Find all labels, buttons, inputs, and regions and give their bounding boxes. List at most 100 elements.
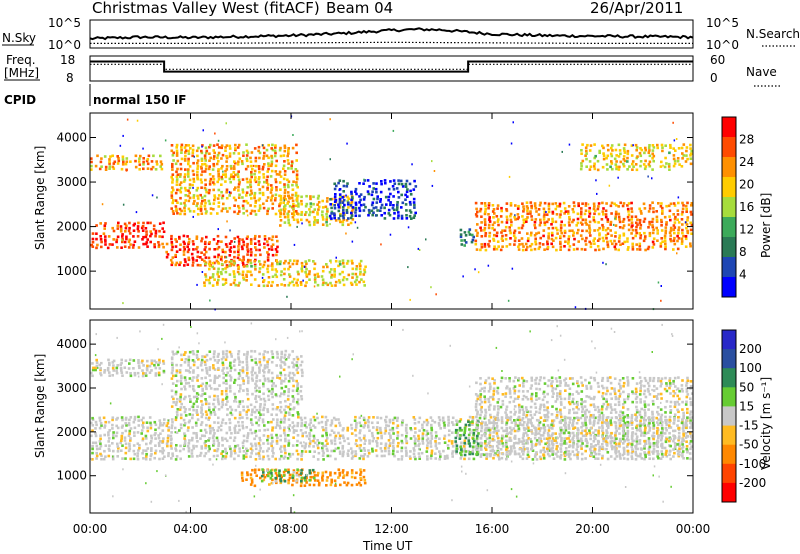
data-cell xyxy=(271,429,274,432)
data-cell xyxy=(396,444,400,448)
data-cell xyxy=(245,387,249,391)
data-cell xyxy=(374,206,378,209)
data-cell xyxy=(283,199,285,202)
data-cell xyxy=(358,267,362,270)
data-cell xyxy=(201,368,204,372)
data-cell xyxy=(628,165,631,168)
data-cell xyxy=(119,227,123,231)
data-cell xyxy=(359,193,363,196)
data-cell xyxy=(295,400,299,404)
data-cell xyxy=(270,471,273,475)
data-cell xyxy=(376,436,380,440)
data-cell xyxy=(354,434,358,437)
data-cell xyxy=(464,241,468,244)
data-cell xyxy=(443,441,447,444)
data-cell xyxy=(455,447,458,450)
data-cell xyxy=(292,363,296,367)
data-cell xyxy=(330,273,334,277)
data-cell xyxy=(338,179,342,182)
data-cell xyxy=(627,246,630,249)
data-cell xyxy=(166,436,170,440)
data-cell xyxy=(224,374,228,377)
data-cell xyxy=(211,273,215,276)
data-cell xyxy=(258,180,261,184)
data-cell xyxy=(434,442,438,445)
data-cell xyxy=(463,239,466,242)
data-cell xyxy=(463,244,466,247)
data-cell xyxy=(280,379,283,382)
data-cell xyxy=(395,419,399,422)
data-cell xyxy=(258,235,261,238)
data-cell xyxy=(300,261,304,265)
data-cell xyxy=(216,270,220,274)
data-cell xyxy=(571,220,574,224)
data-cell xyxy=(288,371,292,375)
data-cell xyxy=(644,248,647,252)
data-cell xyxy=(601,201,604,205)
data-cell xyxy=(166,444,169,448)
data-cell xyxy=(263,399,267,403)
data-cell xyxy=(292,180,295,183)
data-cell xyxy=(615,455,619,458)
data-cell xyxy=(254,164,258,168)
data-cell xyxy=(238,390,241,393)
data-cell xyxy=(209,431,212,435)
data-cell xyxy=(631,248,635,251)
data-cell xyxy=(566,210,570,213)
data-cell xyxy=(576,455,579,458)
data-cell xyxy=(333,197,337,201)
data-cell xyxy=(296,357,300,361)
data-cell xyxy=(597,212,601,216)
data-cell xyxy=(313,262,317,266)
data-cell xyxy=(232,270,236,273)
data-cell xyxy=(443,424,446,427)
data-cell xyxy=(260,479,264,483)
data-cell xyxy=(355,421,358,425)
data-cell xyxy=(191,413,194,417)
data-cell xyxy=(100,245,103,249)
data-cell xyxy=(280,355,283,359)
data-cell xyxy=(430,286,432,289)
data-cell xyxy=(614,242,618,246)
data-cell xyxy=(552,439,556,442)
data-cell xyxy=(618,226,622,229)
data-cell xyxy=(213,374,217,378)
data-cell xyxy=(283,418,287,421)
data-cell xyxy=(241,424,244,427)
data-cell xyxy=(363,453,367,456)
data-cell xyxy=(249,261,253,265)
data-cell xyxy=(179,167,183,171)
data-cell xyxy=(351,276,354,279)
data-cell xyxy=(353,419,357,422)
data-cell xyxy=(680,213,684,216)
nave-label: Nave xyxy=(746,65,777,79)
data-cell xyxy=(375,190,378,194)
data-cell xyxy=(350,432,354,435)
data-cell xyxy=(245,426,248,429)
data-cell xyxy=(187,241,191,244)
data-cell xyxy=(537,247,541,251)
data-cell xyxy=(355,283,358,286)
data-cell xyxy=(182,406,186,409)
data-cell xyxy=(685,207,688,211)
data-cell xyxy=(245,191,249,194)
data-cell xyxy=(208,416,211,420)
data-cell xyxy=(504,225,508,229)
data-cell xyxy=(234,173,237,177)
data-cell xyxy=(95,423,98,427)
data-cell xyxy=(446,444,450,447)
data-cell xyxy=(124,429,128,433)
data-cell xyxy=(213,248,216,251)
data-cell xyxy=(505,439,508,443)
data-cell xyxy=(176,350,180,354)
data-cell xyxy=(551,437,555,440)
data-cell xyxy=(332,212,336,215)
data-cell xyxy=(271,235,275,238)
data-cell xyxy=(200,408,203,412)
data-cell xyxy=(438,452,442,456)
data-cell xyxy=(220,357,224,361)
data-cell xyxy=(497,245,500,248)
data-cell xyxy=(179,162,183,166)
data-cell xyxy=(430,428,434,432)
data-cell xyxy=(128,238,131,242)
